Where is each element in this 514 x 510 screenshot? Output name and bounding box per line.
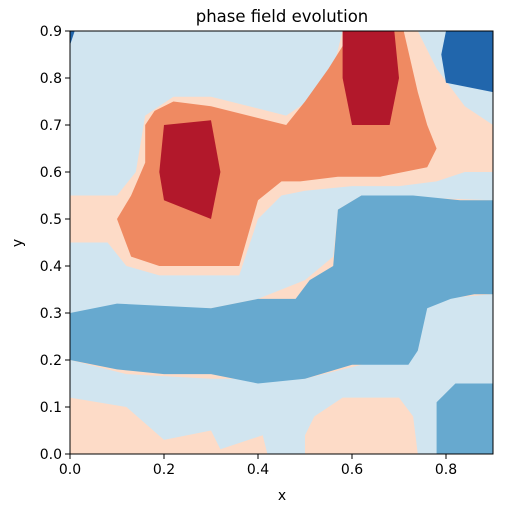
contour-region-dark-blue-4: [70, 31, 75, 46]
x-axis-label: x: [278, 488, 286, 504]
y-tick-label: 0.7: [40, 118, 62, 134]
contour-region-medium-blue-5: [70, 195, 493, 384]
y-tick-label: 0.3: [40, 306, 62, 322]
y-axis-label: y: [10, 239, 26, 247]
y-tick-label: 0.1: [40, 400, 62, 416]
y-axis: 0.0 0.1 0.2 0.3 0.4 0.5 0.6 0.7 0.8 0.9: [40, 24, 70, 463]
y-tick-label: 0.2: [40, 353, 62, 369]
contour-region-dark-red-1: [159, 120, 221, 219]
x-tick-label: 0.2: [153, 462, 175, 478]
y-tick-label: 0.4: [40, 259, 62, 275]
contour-region-light-peach-7: [70, 397, 268, 454]
plot-area: [70, 31, 493, 454]
contour-region-light-peach-8: [305, 397, 418, 454]
y-tick-label: 0.0: [40, 447, 62, 463]
y-tick-label: 0.8: [40, 71, 62, 87]
plot-frame: [69, 30, 494, 455]
y-tick-label: 0.5: [40, 212, 62, 228]
x-tick-label: 0.6: [341, 462, 363, 478]
x-tick-label: 0.4: [247, 462, 269, 478]
y-tick-label: 0.6: [40, 165, 62, 181]
chart-title: phase field evolution: [196, 7, 369, 26]
y-tick-label: 0.9: [40, 24, 62, 40]
x-tick-label: 0.8: [435, 462, 457, 478]
contour-region-dark-red-2: [342, 31, 399, 125]
contour-region-dark-blue-3: [441, 31, 493, 93]
contour-region-medium-blue-6: [436, 383, 493, 454]
x-tick-label: 0.0: [59, 462, 81, 478]
x-axis: 0.0 0.2 0.4 0.6 0.8: [59, 454, 457, 478]
